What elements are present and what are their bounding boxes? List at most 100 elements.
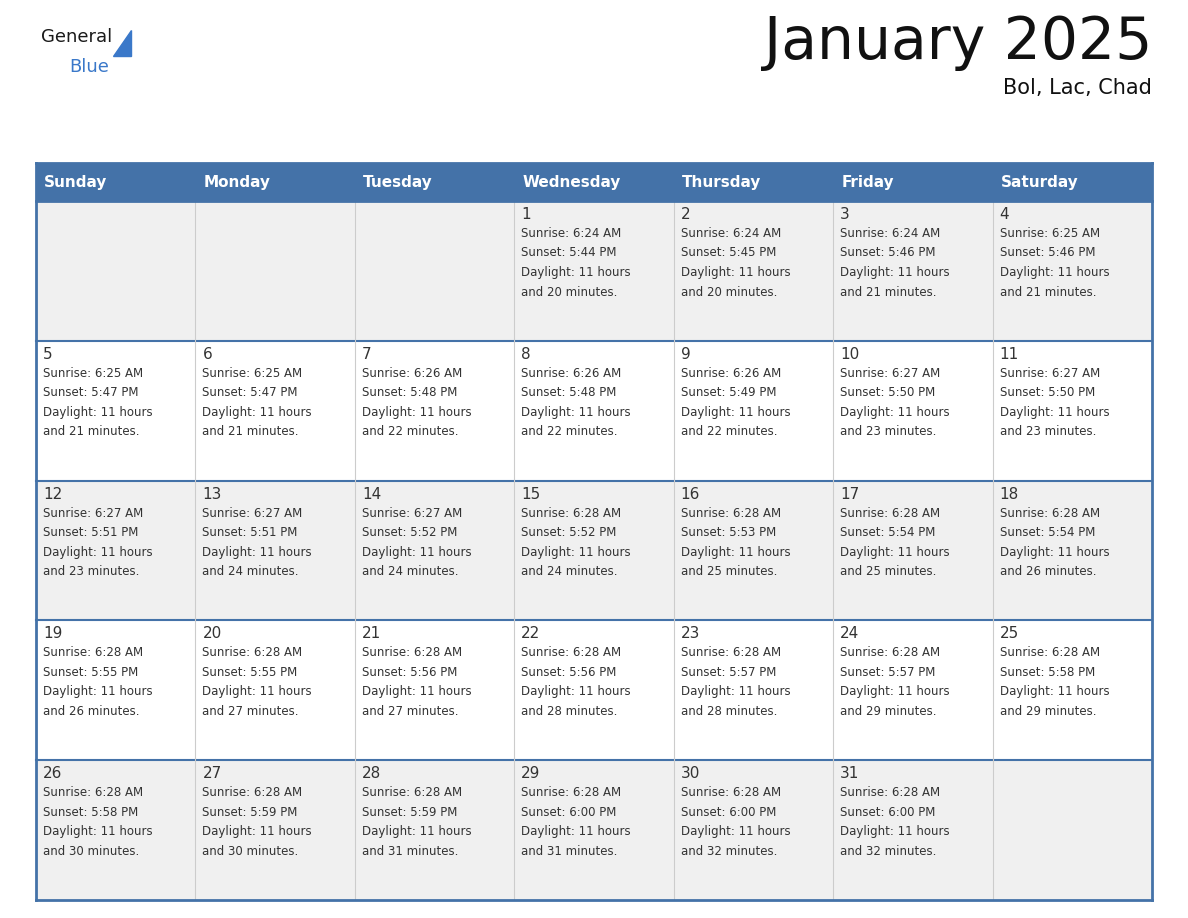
Text: Daylight: 11 hours: Daylight: 11 hours bbox=[362, 686, 472, 699]
Text: Daylight: 11 hours: Daylight: 11 hours bbox=[43, 686, 152, 699]
Bar bbox=[196, 341, 355, 481]
Bar bbox=[992, 481, 1152, 621]
Text: Sunset: 5:57 PM: Sunset: 5:57 PM bbox=[840, 666, 935, 679]
Text: Daylight: 11 hours: Daylight: 11 hours bbox=[362, 545, 472, 558]
Text: Sunrise: 6:28 AM: Sunrise: 6:28 AM bbox=[522, 646, 621, 659]
Text: Sunrise: 6:28 AM: Sunrise: 6:28 AM bbox=[202, 786, 303, 800]
Text: 9: 9 bbox=[681, 347, 690, 362]
Text: Daylight: 11 hours: Daylight: 11 hours bbox=[999, 266, 1110, 279]
Text: Sunrise: 6:28 AM: Sunrise: 6:28 AM bbox=[202, 646, 303, 659]
Text: Sunrise: 6:28 AM: Sunrise: 6:28 AM bbox=[522, 786, 621, 800]
Text: 31: 31 bbox=[840, 767, 859, 781]
Text: Daylight: 11 hours: Daylight: 11 hours bbox=[522, 545, 631, 558]
Text: Sunrise: 6:25 AM: Sunrise: 6:25 AM bbox=[999, 227, 1100, 240]
Text: Sunrise: 6:28 AM: Sunrise: 6:28 AM bbox=[999, 507, 1100, 520]
Bar bbox=[674, 163, 833, 201]
Bar bbox=[196, 760, 355, 900]
Text: 2: 2 bbox=[681, 207, 690, 222]
Text: Daylight: 11 hours: Daylight: 11 hours bbox=[43, 545, 152, 558]
Bar bbox=[36, 341, 196, 481]
Text: Daylight: 11 hours: Daylight: 11 hours bbox=[202, 406, 312, 419]
Text: 27: 27 bbox=[202, 767, 222, 781]
Bar bbox=[833, 201, 992, 341]
Text: Daylight: 11 hours: Daylight: 11 hours bbox=[362, 825, 472, 838]
Text: Sunset: 5:59 PM: Sunset: 5:59 PM bbox=[362, 806, 457, 819]
Bar bbox=[992, 621, 1152, 760]
Text: Sunset: 5:44 PM: Sunset: 5:44 PM bbox=[522, 247, 617, 260]
Text: Sunrise: 6:28 AM: Sunrise: 6:28 AM bbox=[840, 786, 940, 800]
Text: Daylight: 11 hours: Daylight: 11 hours bbox=[202, 825, 312, 838]
Text: Sunrise: 6:28 AM: Sunrise: 6:28 AM bbox=[681, 646, 781, 659]
Text: Sunrise: 6:28 AM: Sunrise: 6:28 AM bbox=[43, 786, 143, 800]
Text: and 26 minutes.: and 26 minutes. bbox=[999, 565, 1097, 578]
Text: 24: 24 bbox=[840, 626, 859, 642]
Bar bbox=[196, 621, 355, 760]
Text: Sunrise: 6:28 AM: Sunrise: 6:28 AM bbox=[681, 507, 781, 520]
Text: Thursday: Thursday bbox=[682, 174, 762, 189]
Bar bbox=[992, 201, 1152, 341]
Text: Sunrise: 6:24 AM: Sunrise: 6:24 AM bbox=[840, 227, 941, 240]
Text: Sunset: 5:48 PM: Sunset: 5:48 PM bbox=[522, 386, 617, 399]
Text: Friday: Friday bbox=[841, 174, 893, 189]
Text: Bol, Lac, Chad: Bol, Lac, Chad bbox=[1003, 78, 1152, 98]
Text: and 22 minutes.: and 22 minutes. bbox=[681, 425, 777, 438]
Bar bbox=[36, 481, 196, 621]
Text: January 2025: January 2025 bbox=[764, 14, 1152, 71]
Text: and 28 minutes.: and 28 minutes. bbox=[681, 705, 777, 718]
Text: Daylight: 11 hours: Daylight: 11 hours bbox=[999, 545, 1110, 558]
Bar bbox=[355, 760, 514, 900]
Text: Monday: Monday bbox=[203, 174, 271, 189]
Text: 14: 14 bbox=[362, 487, 381, 501]
Text: and 23 minutes.: and 23 minutes. bbox=[43, 565, 139, 578]
Text: Sunset: 6:00 PM: Sunset: 6:00 PM bbox=[840, 806, 935, 819]
Text: Sunset: 5:47 PM: Sunset: 5:47 PM bbox=[202, 386, 298, 399]
Text: 3: 3 bbox=[840, 207, 849, 222]
Bar bbox=[833, 760, 992, 900]
Bar bbox=[36, 621, 196, 760]
Bar bbox=[514, 621, 674, 760]
Text: 11: 11 bbox=[999, 347, 1019, 362]
Text: and 31 minutes.: and 31 minutes. bbox=[522, 845, 618, 857]
Bar bbox=[833, 621, 992, 760]
Bar bbox=[992, 341, 1152, 481]
Text: and 32 minutes.: and 32 minutes. bbox=[840, 845, 936, 857]
Text: and 24 minutes.: and 24 minutes. bbox=[202, 565, 299, 578]
Text: Sunset: 5:56 PM: Sunset: 5:56 PM bbox=[362, 666, 457, 679]
Text: 18: 18 bbox=[999, 487, 1019, 501]
Text: Sunset: 5:50 PM: Sunset: 5:50 PM bbox=[840, 386, 935, 399]
Text: Sunrise: 6:28 AM: Sunrise: 6:28 AM bbox=[840, 646, 940, 659]
Text: Sunset: 5:51 PM: Sunset: 5:51 PM bbox=[43, 526, 138, 539]
Bar bbox=[514, 481, 674, 621]
Bar bbox=[514, 163, 674, 201]
Text: Tuesday: Tuesday bbox=[362, 174, 432, 189]
Text: 10: 10 bbox=[840, 347, 859, 362]
Text: and 25 minutes.: and 25 minutes. bbox=[840, 565, 936, 578]
Bar bbox=[196, 201, 355, 341]
Text: and 24 minutes.: and 24 minutes. bbox=[522, 565, 618, 578]
Text: 25: 25 bbox=[999, 626, 1019, 642]
Bar bbox=[514, 201, 674, 341]
Text: Sunset: 5:54 PM: Sunset: 5:54 PM bbox=[999, 526, 1095, 539]
Text: 6: 6 bbox=[202, 347, 213, 362]
Bar bbox=[355, 621, 514, 760]
Text: Sunset: 6:00 PM: Sunset: 6:00 PM bbox=[681, 806, 776, 819]
Text: and 21 minutes.: and 21 minutes. bbox=[202, 425, 299, 438]
Bar bbox=[196, 481, 355, 621]
Text: and 22 minutes.: and 22 minutes. bbox=[362, 425, 459, 438]
Bar bbox=[674, 481, 833, 621]
Text: Sunrise: 6:26 AM: Sunrise: 6:26 AM bbox=[681, 367, 781, 380]
Bar bbox=[514, 341, 674, 481]
Text: Sunset: 5:50 PM: Sunset: 5:50 PM bbox=[999, 386, 1095, 399]
Bar bbox=[355, 201, 514, 341]
Text: 16: 16 bbox=[681, 487, 700, 501]
Text: and 21 minutes.: and 21 minutes. bbox=[43, 425, 139, 438]
Text: Daylight: 11 hours: Daylight: 11 hours bbox=[202, 686, 312, 699]
Bar bbox=[992, 760, 1152, 900]
Text: Sunrise: 6:28 AM: Sunrise: 6:28 AM bbox=[840, 507, 940, 520]
Text: Daylight: 11 hours: Daylight: 11 hours bbox=[522, 266, 631, 279]
Bar bbox=[674, 201, 833, 341]
Text: 26: 26 bbox=[43, 767, 63, 781]
Text: Daylight: 11 hours: Daylight: 11 hours bbox=[202, 545, 312, 558]
Text: 30: 30 bbox=[681, 767, 700, 781]
Text: Sunrise: 6:28 AM: Sunrise: 6:28 AM bbox=[43, 646, 143, 659]
